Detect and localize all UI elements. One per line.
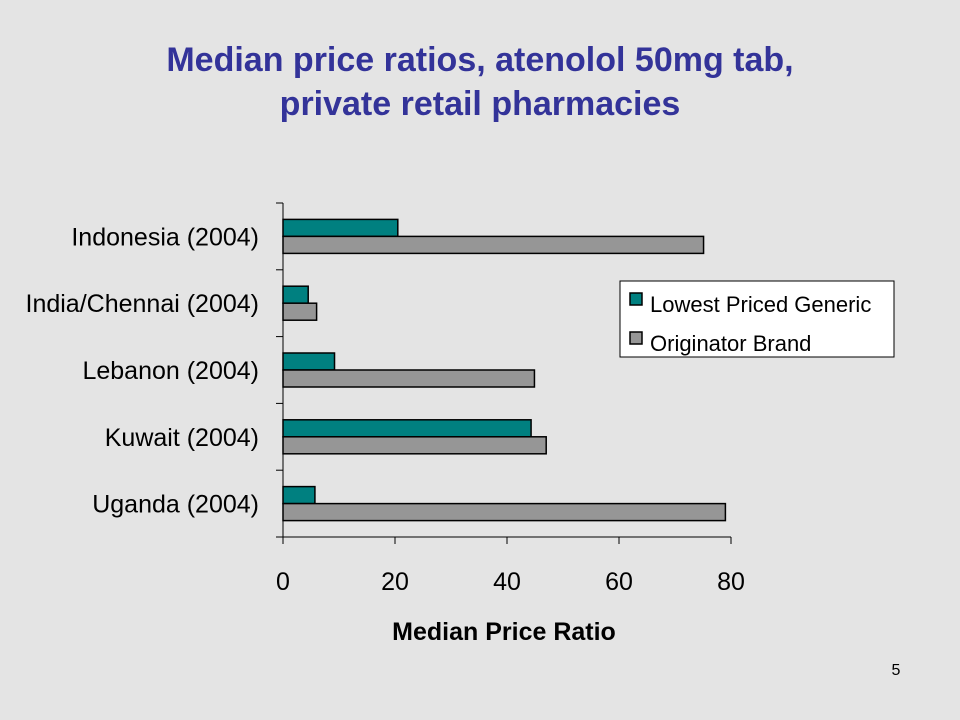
category-label: India/Chennai (2004) xyxy=(26,290,260,318)
category-label: Lebanon (2004) xyxy=(82,357,259,385)
slide-title: Median price ratios, atenolol 50mg tab, … xyxy=(60,38,900,126)
y-axis-ticks xyxy=(276,202,283,538)
slide-title-line-1: Median price ratios, atenolol 50mg tab, xyxy=(166,41,794,79)
x-tick-labels: 0 20 40 60 80 xyxy=(276,568,745,596)
legend-label: Originator Brand xyxy=(650,331,811,356)
x-tick-label: 60 xyxy=(605,568,633,596)
legend-box xyxy=(619,280,895,358)
bar-series-2 xyxy=(282,502,727,522)
bar-series-1 xyxy=(282,285,309,304)
bar-series-1 xyxy=(282,218,399,238)
x-axis-title: Median Price Ratio xyxy=(392,618,616,646)
bar-series-2 xyxy=(282,436,547,455)
bar-series-2 xyxy=(282,235,705,255)
page-number: 5 xyxy=(891,662,901,679)
category-label: Uganda (2004) xyxy=(92,491,259,519)
legend-items: Lowest Priced Generic Originator Brand xyxy=(629,292,871,356)
legend: Lowest Priced Generic Originator Brand xyxy=(619,280,895,358)
bars xyxy=(282,218,727,522)
category-label: Kuwait (2004) xyxy=(105,424,259,452)
plot-area: Indonesia (2004) India/Chennai (2004) Leba… xyxy=(26,202,745,596)
category-labels: Indonesia (2004) India/Chennai (2004) Leba… xyxy=(26,223,260,518)
x-tick-label: 0 xyxy=(276,568,290,596)
bar-series-1 xyxy=(282,485,316,505)
legend-label: Lowest Priced Generic xyxy=(650,292,871,317)
x-tick-label: 20 xyxy=(381,568,409,596)
bar-series-1 xyxy=(282,352,336,371)
legend-swatch xyxy=(629,292,643,306)
x-tick-label: 80 xyxy=(717,568,745,596)
bar-series-2 xyxy=(282,369,536,388)
bar-series-1 xyxy=(282,419,532,438)
category-label: Indonesia (2004) xyxy=(71,223,259,251)
x-tick-label: 40 xyxy=(493,568,521,596)
slide-title-line-2: private retail pharmacies xyxy=(279,85,681,123)
bar-series-2 xyxy=(282,302,318,321)
x-axis-ticks xyxy=(282,537,732,544)
legend-swatch xyxy=(629,331,643,345)
